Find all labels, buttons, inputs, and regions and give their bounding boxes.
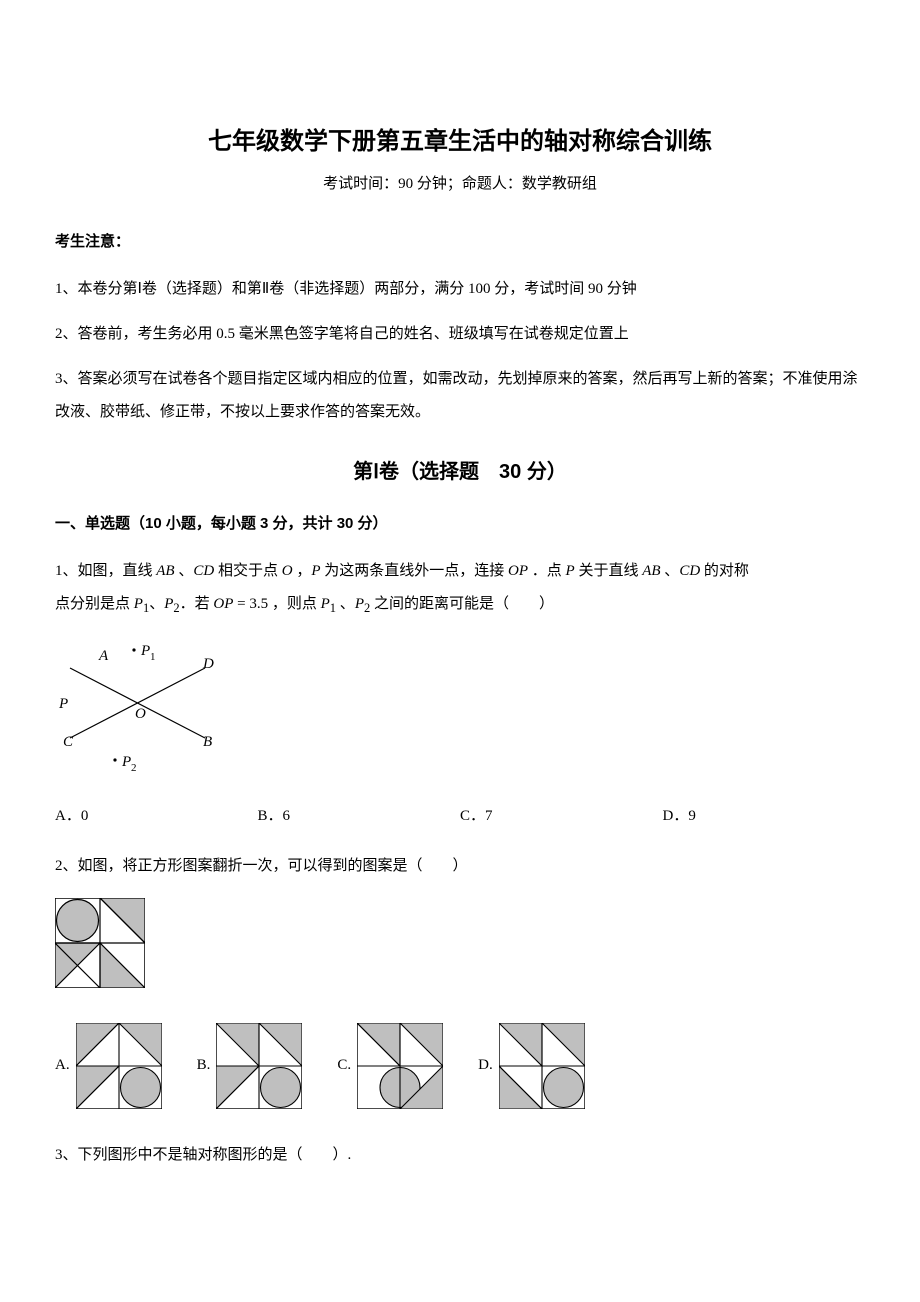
q1-p1: P [134, 596, 143, 612]
q1-p: P [566, 563, 575, 579]
label-P: P [58, 696, 68, 712]
label-P1sub: 1 [150, 651, 156, 663]
q1-eq: = 3.5 [233, 596, 268, 612]
q2-options: A. B. C. [55, 1023, 865, 1109]
q1-ab: AB [642, 563, 660, 579]
q1-option-d: D．9 [663, 803, 866, 830]
q1-option-c: C．7 [460, 803, 663, 830]
section-1-title: 第Ⅰ卷（选择题 30 分） [55, 454, 865, 490]
q1-p2: P [164, 596, 173, 612]
q2-opt-a-label: A. [55, 1052, 70, 1079]
q1-t: 之间的距离可能是（ ） [370, 596, 554, 612]
q2-figure-a [76, 1023, 162, 1109]
q1-cd: CD [193, 563, 214, 579]
q2-option-c: C. [337, 1023, 443, 1109]
q1-line2: 点分别是点 [55, 596, 134, 612]
q1-op: OP [508, 563, 528, 579]
question-group-title: 一、单选题（10 小题，每小题 3 分，共计 30 分） [55, 510, 865, 537]
q1-figure: A B C D O P P 1 P 2 [55, 638, 865, 788]
q1-t: ．若 [180, 596, 214, 612]
q1-t: 、 [661, 563, 680, 579]
q1-option-a: A．0 [55, 803, 258, 830]
label-O: O [135, 706, 146, 722]
question-3: 3、下列图形中不是轴对称图形的是（ ）. [55, 1139, 865, 1172]
q1-ab: AB [156, 563, 174, 579]
q2-opt-c-label: C. [337, 1052, 351, 1079]
label-P1: P [140, 643, 150, 659]
label-P2sub: 2 [131, 762, 137, 774]
q1-o: O [282, 563, 293, 579]
q1-t: 为这两条直线外一点，连接 [321, 563, 509, 579]
q2-opt-b-label: B. [197, 1052, 211, 1079]
q2-option-b: B. [197, 1023, 303, 1109]
q1-t: 的对称 [700, 563, 749, 579]
notice-header: 考生注意： [55, 228, 865, 255]
q1-t: 关于直线 [575, 563, 643, 579]
q2-figure-d [499, 1023, 585, 1109]
page-subtitle: 考试时间：90 分钟；命题人：数学教研组 [55, 171, 865, 198]
page-title: 七年级数学下册第五章生活中的轴对称综合训练 [55, 120, 865, 163]
label-A: A [98, 648, 109, 664]
q2-main-figure [55, 898, 865, 998]
q1-p1: P [321, 596, 330, 612]
q1-t: ．点 [528, 563, 566, 579]
label-B: B [203, 734, 212, 750]
notice-item-1: 1、本卷分第Ⅰ卷（选择题）和第Ⅱ卷（非选择题）两部分，满分 100 分，考试时间… [55, 273, 865, 306]
q2-opt-d-label: D. [478, 1052, 493, 1079]
q1-op: OP [213, 596, 233, 612]
q1-t: ， [293, 563, 312, 579]
label-D: D [202, 656, 214, 672]
q1-t: 、 [175, 563, 194, 579]
label-P2: P [121, 754, 131, 770]
q1-t: 、 [336, 596, 355, 612]
question-1: 1、如图，直线 AB 、CD 相交于点 O ，P 为这两条直线外一点，连接 OP… [55, 555, 865, 623]
notice-item-2: 2、答卷前，考生务必用 0.5 毫米黑色签字笔将自己的姓名、班级填写在试卷规定位… [55, 318, 865, 351]
q1-text: 1、如图，直线 [55, 563, 156, 579]
question-2: 2、如图，将正方形图案翻折一次，可以得到的图案是（ ） [55, 850, 865, 883]
label-C: C [63, 734, 74, 750]
q1-p2: P [355, 596, 364, 612]
q1-cd: CD [679, 563, 700, 579]
notice-item-3: 3、答案必须写在试卷各个题目指定区域内相应的位置，如需改动，先划掉原来的答案，然… [55, 363, 865, 429]
q2-figure-b [216, 1023, 302, 1109]
q2-option-a: A. [55, 1023, 162, 1109]
q1-t: 相交于点 [214, 563, 282, 579]
q2-figure-c [357, 1023, 443, 1109]
q1-t: 、 [149, 596, 164, 612]
q1-option-b: B．6 [258, 803, 461, 830]
q1-options: A．0 B．6 C．7 D．9 [55, 803, 865, 830]
q1-t: ，则点 [268, 596, 321, 612]
q1-p: P [311, 563, 320, 579]
q2-option-d: D. [478, 1023, 585, 1109]
